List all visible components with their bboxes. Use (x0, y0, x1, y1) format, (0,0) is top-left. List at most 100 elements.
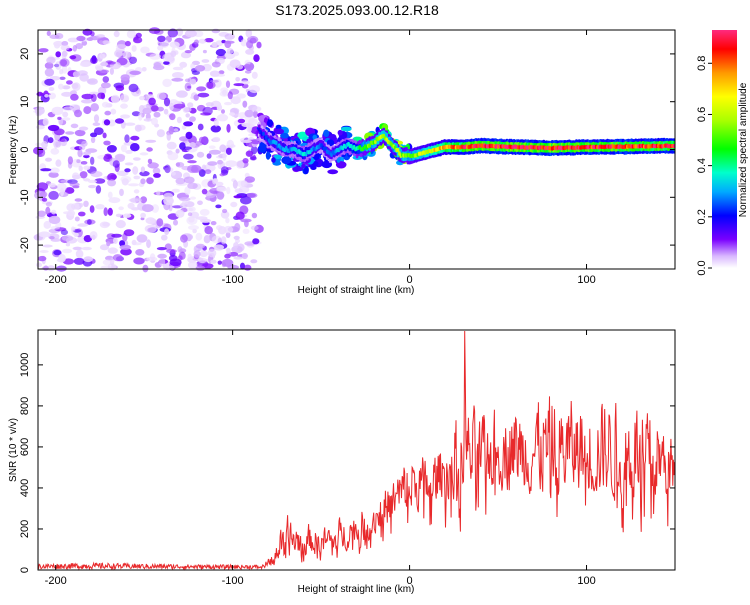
heatmap-cell (273, 154, 283, 160)
heatmap-cell (61, 85, 71, 90)
heatmap-cell (170, 50, 177, 57)
heatmap-cell (241, 252, 248, 260)
heatmap-cell (113, 237, 118, 244)
heatmap-cell (221, 258, 234, 267)
heatmap-cell (337, 129, 343, 136)
heatmap-cell (39, 191, 48, 198)
heatmap-cell (134, 124, 142, 132)
heatmap-cell (233, 195, 243, 199)
heatmap-cell (242, 158, 249, 164)
heatmap-cell (79, 171, 88, 179)
colorbar-tick-label: 0.4 (696, 158, 708, 173)
heatmap-cell (118, 206, 124, 211)
heatmap-cell (113, 30, 120, 38)
heatmap-cell (132, 242, 142, 246)
heatmap-cell (131, 45, 137, 52)
heatmap-cell (36, 182, 49, 191)
heatmap-cell (90, 171, 103, 178)
heatmap-cell (245, 150, 254, 157)
heatmap-cell (182, 106, 190, 113)
heatmap-cell (221, 109, 225, 114)
heatmap-cell (124, 134, 130, 143)
heatmap-cell (124, 168, 131, 173)
heatmap-cell (215, 204, 222, 209)
heatmap-cell (212, 136, 221, 143)
heatmap-cell (219, 144, 227, 153)
heatmap-cell (188, 216, 195, 223)
heatmap-cell (135, 32, 142, 38)
heatmap-cell (230, 96, 241, 105)
heatmap-cell (201, 59, 210, 63)
heatmap-cell (188, 225, 199, 231)
heatmap-cell (240, 262, 245, 270)
heatmap-cell (145, 217, 156, 225)
heatmap-cell (59, 69, 64, 75)
heatmap-cell (132, 166, 139, 175)
heatmap-cell (116, 170, 129, 177)
heatmap-cell (159, 257, 166, 267)
snr-panel: -200 -100 0 100 0 200 400 600 800 1000 Height of… (8, 329, 676, 595)
heatmap-cell (213, 118, 219, 127)
heatmap-cell (241, 122, 251, 127)
heatmap-cell (115, 85, 125, 92)
heatmap-cell (75, 43, 83, 50)
heatmap-cell (176, 116, 182, 124)
heatmap-cell (100, 82, 111, 89)
heatmap-cell (224, 253, 231, 259)
heatmap-cell (206, 153, 212, 159)
heatmap-cell (140, 166, 145, 173)
heatmap-cell (50, 148, 60, 155)
heatmap-cell (201, 188, 208, 195)
heatmap-cell (233, 242, 239, 249)
heatmap-cell (73, 246, 82, 250)
heatmap-cell (56, 182, 67, 192)
heatmap-cell (327, 169, 339, 175)
heatmap-cell (65, 131, 75, 135)
heatmap-cell (120, 248, 132, 256)
heatmap-cell (224, 101, 232, 106)
heatmap-cell (128, 83, 139, 93)
heatmap-cell (130, 135, 140, 141)
heatmap-cell (220, 87, 229, 94)
heatmap-cell (207, 248, 217, 258)
heatmap-cell (173, 128, 179, 132)
heatmap-cell (210, 221, 217, 226)
heatmap-cell (141, 204, 154, 213)
heatmap-cell (74, 109, 82, 118)
heatmap-cell (156, 218, 164, 227)
heatmap-cell (49, 167, 60, 174)
heatmap-cell (218, 70, 225, 75)
x-tick-label: -200 (45, 274, 67, 286)
heatmap-cell (126, 29, 136, 39)
heatmap-cell (136, 234, 148, 243)
heatmap-cell (226, 123, 231, 133)
heatmap-cell (120, 144, 127, 153)
heatmap-cell (146, 147, 153, 152)
heatmap-cell (97, 92, 105, 99)
heatmap-cell (36, 124, 45, 130)
heatmap-cell (236, 93, 246, 99)
heatmap-cell (209, 79, 219, 83)
heatmap-cell (87, 179, 97, 184)
heatmap-cell (127, 202, 135, 209)
heatmap-cell (233, 83, 245, 87)
heatmap-cell (114, 118, 125, 124)
heatmap-cell (140, 178, 146, 185)
heatmap-cell (164, 228, 170, 235)
heatmap-cell (70, 226, 76, 232)
y-tick-label: 1000 (19, 353, 31, 377)
heatmap-cell (103, 140, 111, 146)
heatmap-cell (106, 145, 117, 153)
colorbar-gradient (712, 30, 737, 268)
heatmap-cell (58, 254, 66, 263)
heatmap-cell (205, 102, 214, 107)
heatmap-cell (78, 144, 86, 151)
heatmap-cell (161, 234, 168, 241)
y-tick-label: -20 (19, 237, 31, 253)
colorbar-label: Normalized spectral amplitude (738, 82, 749, 217)
heatmap-cell (199, 250, 208, 258)
heatmap-cell (83, 165, 91, 170)
heatmap-cell (42, 118, 49, 126)
heatmap-cell (185, 113, 190, 118)
heatmap-cell (189, 78, 197, 85)
